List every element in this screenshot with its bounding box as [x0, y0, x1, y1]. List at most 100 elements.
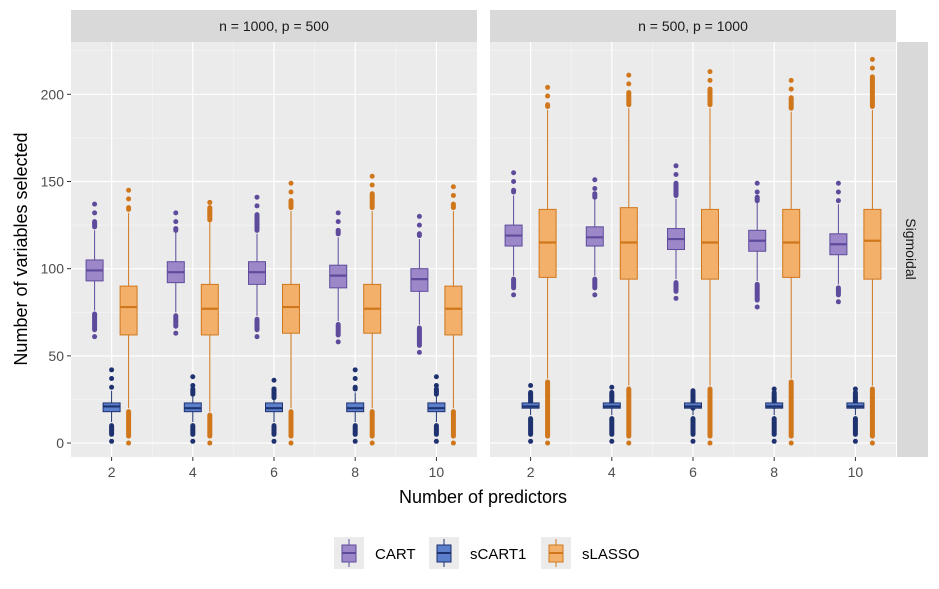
outlier-point	[754, 180, 760, 186]
legend-label: CART	[375, 546, 416, 563]
outlier-point	[92, 334, 98, 340]
outlier-point	[545, 93, 551, 99]
facet-panel: n = 500, p = 1000 2 4 6 8 10	[490, 10, 896, 480]
outlier-point	[190, 383, 196, 389]
outlier-point	[592, 177, 598, 183]
box-cart	[829, 180, 848, 305]
outlier-point	[109, 376, 115, 382]
box-slasso	[282, 180, 300, 446]
outlier-point	[190, 374, 196, 380]
outlier-point	[254, 194, 260, 200]
outlier-point	[788, 77, 794, 83]
legend-item-cart: CART	[334, 537, 416, 569]
outlier-point	[190, 438, 196, 444]
outlier-point	[271, 386, 277, 392]
box-cart	[585, 177, 604, 298]
x-tick-label: 2	[527, 464, 535, 480]
outlier-point	[869, 56, 875, 62]
outlier-point	[288, 189, 294, 195]
outlier-point	[352, 376, 358, 382]
outlier-point	[207, 440, 213, 446]
outlier-point	[707, 440, 713, 446]
outlier-point	[511, 292, 517, 298]
outlier-point	[173, 210, 179, 216]
box-scart1	[846, 386, 865, 444]
outlier-point	[254, 334, 260, 340]
x-tick-label: 6	[689, 464, 697, 480]
box-cart	[504, 170, 523, 298]
outlier-point	[271, 377, 277, 383]
outlier-point	[369, 182, 375, 188]
outlier-point	[771, 386, 777, 392]
y-tick-label: 100	[41, 261, 65, 277]
outlier-point	[852, 438, 858, 444]
outlier-point	[271, 438, 277, 444]
outlier-point	[869, 65, 875, 71]
box-body	[701, 208, 719, 280]
outlier-point	[288, 440, 294, 446]
outlier-point	[335, 210, 341, 216]
outlier-point	[673, 295, 679, 301]
outlier-point	[673, 172, 679, 178]
y-tick-label: 150	[41, 173, 65, 189]
facet-strip-label: n = 1000, p = 500	[219, 18, 329, 34]
box-slasso	[363, 173, 382, 446]
outlier-point	[352, 367, 358, 373]
outlier-point	[592, 185, 598, 191]
box-scart1	[427, 374, 446, 444]
x-tick-label: 6	[270, 464, 278, 480]
outlier-point	[433, 383, 439, 389]
box-scart1	[346, 367, 365, 444]
outlier-point	[754, 304, 760, 310]
box-slasso	[538, 84, 557, 446]
facet-strip	[71, 10, 477, 42]
facet-panels: n = 1000, p = 500 2 4 6 8 10 n = 500, p = 1000…	[71, 10, 896, 480]
outlier-point	[511, 178, 517, 184]
box-cart	[166, 210, 185, 336]
facet-panel: n = 1000, p = 500 2 4 6 8 10	[71, 10, 477, 480]
x-tick-label: 10	[848, 464, 864, 480]
outlier-point	[369, 173, 375, 179]
outlier-point	[450, 192, 456, 198]
outlier-point	[126, 187, 132, 193]
x-tick-label: 4	[608, 464, 616, 480]
outlier-point	[626, 72, 632, 78]
box-body	[863, 208, 882, 280]
box-scart1	[765, 386, 784, 444]
facet-strip-label: n = 500, p = 1000	[638, 18, 748, 34]
outlier-point	[511, 170, 517, 176]
box-body	[119, 285, 138, 336]
outlier-point	[433, 438, 439, 444]
x-tick-label: 2	[108, 464, 116, 480]
row-strip-label: Sigmoidal	[903, 218, 919, 279]
x-tick-label: 8	[351, 464, 359, 480]
outlier-point	[852, 386, 858, 392]
box-scart1	[265, 377, 283, 444]
box-body	[282, 283, 300, 334]
outlier-point	[707, 77, 713, 83]
box-cart	[329, 210, 348, 345]
box-slasso	[701, 69, 719, 446]
box-slasso	[444, 184, 463, 446]
outlier-point	[690, 388, 696, 394]
outlier-point	[528, 391, 534, 397]
outlier-point	[92, 210, 98, 216]
row-strip-background	[897, 42, 928, 457]
outlier-point	[433, 374, 439, 380]
outlier-point	[173, 330, 179, 336]
outlier-point	[254, 203, 260, 209]
outlier-point	[673, 163, 679, 169]
outlier-point	[450, 440, 456, 446]
box-cart	[85, 201, 104, 340]
box-slasso	[200, 199, 219, 446]
outlier-point	[528, 383, 534, 389]
outlier-point	[609, 384, 615, 390]
box-scart1	[183, 374, 202, 444]
outlier-point	[126, 196, 132, 202]
legend-item-slasso: sLASSO	[541, 537, 640, 569]
box-cart	[248, 194, 266, 340]
x-axis-title: Number of predictors	[399, 487, 567, 507]
outlier-point	[707, 69, 713, 75]
outlier-point	[545, 440, 551, 446]
outlier-point	[788, 440, 794, 446]
